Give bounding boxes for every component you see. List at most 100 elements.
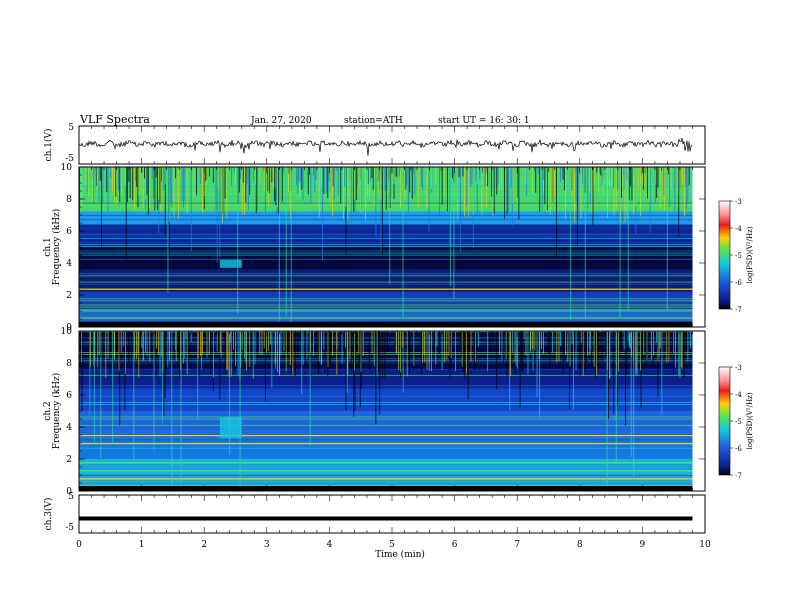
spectrogram-streak bbox=[537, 167, 539, 174]
spectrogram-streak bbox=[354, 167, 356, 214]
spectrogram-streak bbox=[266, 331, 267, 354]
spectrogram-line bbox=[79, 310, 693, 312]
spectrogram-streak bbox=[464, 167, 465, 217]
spectrogram-streak bbox=[666, 331, 668, 363]
spectrogram-streak bbox=[353, 331, 355, 417]
spectrogram-streak bbox=[398, 167, 400, 177]
spectrogram-streak bbox=[375, 331, 377, 425]
spectrogram-streak bbox=[244, 331, 245, 359]
spectrogram-line bbox=[79, 464, 693, 466]
spectrogram-streak bbox=[345, 167, 347, 255]
spectrogram-streak bbox=[510, 331, 512, 366]
spectrogram-streak bbox=[656, 331, 658, 343]
spectrogram-line bbox=[79, 439, 693, 441]
spectrogram-streak bbox=[245, 331, 247, 362]
spectrogram-streak bbox=[92, 167, 93, 203]
spectrogram-streak bbox=[391, 167, 393, 203]
spectrogram-streak bbox=[684, 167, 686, 187]
spectrogram-line bbox=[79, 215, 693, 216]
spectrogram-streak bbox=[279, 331, 280, 377]
spectrogram-streak bbox=[633, 167, 635, 214]
spectrogram-streak bbox=[664, 167, 665, 211]
spectrogram-streak bbox=[302, 167, 304, 201]
spectrogram-streak bbox=[193, 167, 195, 198]
ch1-spectrogram-image bbox=[79, 167, 693, 327]
spectrogram-streak bbox=[589, 331, 591, 355]
spectrogram-streak bbox=[436, 331, 438, 347]
spectrogram-streak bbox=[138, 167, 140, 197]
spectrogram-streak bbox=[257, 331, 258, 350]
spectrogram-streak bbox=[156, 331, 157, 349]
spectrogram-streak bbox=[420, 331, 422, 375]
spectrogram-streak bbox=[321, 331, 322, 365]
time-tick-label: 6 bbox=[452, 540, 458, 550]
spectrogram-line bbox=[79, 315, 693, 316]
spectrogram-streak bbox=[522, 331, 524, 372]
spectrogram-streak bbox=[621, 331, 622, 351]
spectrogram-streak bbox=[175, 331, 177, 351]
spectrogram-streak bbox=[163, 167, 165, 191]
spectrogram-streak bbox=[119, 331, 121, 426]
spectrogram-streak bbox=[499, 331, 500, 355]
spectrogram-streak bbox=[573, 331, 574, 410]
spectrogram-streak bbox=[625, 331, 626, 426]
spectrogram-streak bbox=[367, 167, 368, 198]
spectrogram-streak bbox=[558, 331, 560, 362]
spectrogram-streak bbox=[354, 331, 355, 371]
spectrogram-streak bbox=[648, 167, 650, 203]
spectrogram-streak bbox=[359, 331, 361, 408]
spectrogram-streak bbox=[80, 331, 82, 363]
spectrogram-streak bbox=[617, 167, 619, 189]
spectrogram-streak bbox=[277, 167, 279, 215]
spectrogram-streak bbox=[406, 331, 408, 377]
spectrogram-streak bbox=[327, 331, 329, 368]
spectrogram-streak bbox=[206, 167, 208, 185]
spectrogram-streak bbox=[554, 167, 555, 196]
spectrogram-streak bbox=[355, 167, 357, 201]
spectrogram-streak bbox=[656, 167, 658, 199]
spectrogram-streak bbox=[263, 167, 265, 193]
spectrogram-streak bbox=[622, 167, 624, 189]
spectrogram-line bbox=[79, 275, 693, 277]
colorbar-scale bbox=[718, 200, 731, 310]
spectrogram-streak bbox=[409, 331, 411, 373]
spectrogram-streak bbox=[552, 167, 553, 205]
spectrogram-streak bbox=[601, 167, 603, 186]
spectrogram-line bbox=[79, 186, 693, 187]
spectrogram-streak bbox=[318, 331, 320, 362]
spectrogram-streak bbox=[125, 167, 126, 186]
spectrogram-streak bbox=[582, 331, 583, 366]
spectrogram-streak bbox=[90, 331, 91, 367]
spectrogram-streak bbox=[114, 331, 115, 359]
spectrogram-line bbox=[79, 306, 693, 308]
spectrogram-streak bbox=[674, 167, 676, 212]
colorbar-tick-label: -6 bbox=[735, 279, 742, 287]
spectrogram-band bbox=[79, 247, 693, 270]
spectrogram-streak bbox=[393, 167, 395, 185]
spectrogram-streak bbox=[155, 167, 157, 178]
spectrogram-streak bbox=[595, 331, 596, 379]
spectrogram-streak bbox=[470, 167, 472, 188]
spectrogram-streak bbox=[185, 331, 187, 340]
spectrogram-streak bbox=[556, 167, 557, 257]
ch1-ytick-bottom: -5 bbox=[65, 154, 74, 164]
ch3-ytick-top: 5 bbox=[68, 492, 74, 502]
spectrogram-streak bbox=[608, 331, 609, 420]
spectrogram-streak bbox=[134, 331, 135, 360]
spectrogram-streak bbox=[539, 331, 541, 418]
spectrogram-streak bbox=[310, 167, 312, 203]
spectrogram-streak bbox=[305, 331, 307, 367]
spectrogram-streak bbox=[94, 167, 96, 171]
spectrogram-streak bbox=[186, 167, 188, 214]
spectrogram-streak bbox=[589, 167, 591, 193]
spectrogram-streak bbox=[336, 167, 338, 172]
spectrogram-streak bbox=[162, 331, 164, 423]
spectrogram-streak bbox=[241, 331, 243, 350]
spectrogram-streak bbox=[205, 167, 206, 182]
spectrogram-streak bbox=[355, 331, 357, 348]
spectrogram-streak bbox=[326, 167, 327, 194]
ch2-colorbar: -3 -4 -5 -6 -7 log(PSD)(V²/Hz) bbox=[718, 364, 754, 480]
spectrogram-streak bbox=[400, 167, 401, 208]
frequency-tick-label: 6 bbox=[66, 227, 72, 237]
spectrogram-streak bbox=[110, 331, 112, 349]
